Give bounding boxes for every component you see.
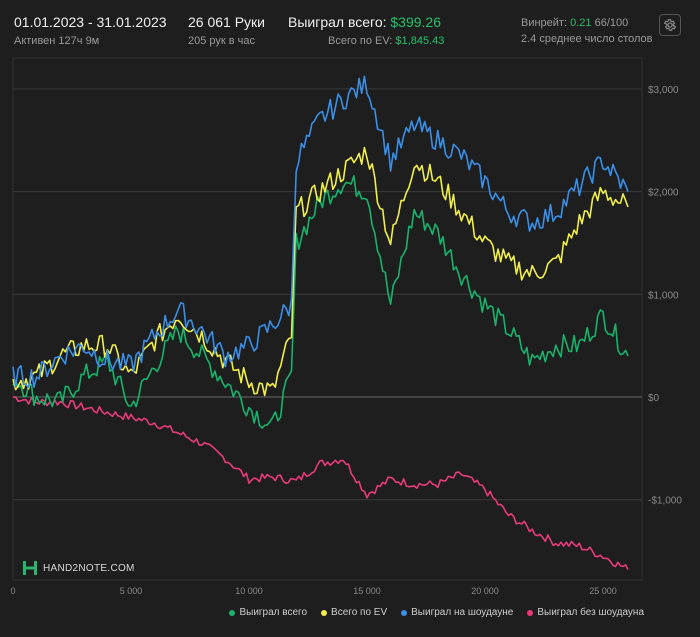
legend-item-ev[interactable]: Всего по EV — [321, 607, 387, 618]
x-tick-label: 20 000 — [471, 586, 499, 596]
legend-label-total: Выиграл всего — [239, 607, 308, 618]
hand2note-logo-icon — [23, 561, 37, 575]
brand-name: HAND2NOTE.COM — [43, 562, 135, 574]
legend-dot-total — [229, 609, 236, 616]
won-total: Выиграл всего: $399.26 — [288, 14, 441, 30]
x-tick-label: 0 — [10, 586, 15, 596]
won-total-value: $399.26 — [390, 14, 441, 30]
y-tick-label: $0 — [648, 393, 660, 404]
ev-total-label: Всего по EV: — [328, 35, 393, 47]
plot-frame — [12, 57, 643, 581]
legend-item-total[interactable]: Выиграл всего — [229, 607, 307, 618]
won-total-label: Выиграл всего: — [288, 14, 387, 30]
y-tick-label: $3,000 — [648, 85, 679, 96]
legend-label-ev: Всего по EV — [331, 607, 388, 618]
x-tick-label: 5 000 — [120, 586, 143, 596]
series-line-nonshowdown — [13, 396, 629, 570]
y-tick-label: -$1,000 — [648, 496, 682, 507]
avg-tables: 2.4 среднее число столов — [521, 33, 653, 45]
active-time: Активен 127ч 9м — [14, 35, 100, 47]
winrate-label: Винрейт: — [521, 17, 568, 29]
date-range[interactable]: 01.01.2023 - 31.01.2023 — [14, 14, 167, 30]
y-tick-label: $2,000 — [648, 188, 679, 199]
x-tick-label: 10 000 — [235, 586, 263, 596]
settings-button[interactable] — [659, 14, 681, 36]
legend-dot-nonshowdown — [527, 609, 534, 616]
series-line-ev — [12, 146, 629, 397]
x-tick-label: 15 000 — [353, 586, 381, 596]
legend-label-nonshowdown: Выиграл без шоудауна — [537, 607, 644, 618]
legend-label-showdown: Выиграл на шоудауне — [411, 607, 514, 618]
brand-logo: HAND2NOTE.COM — [22, 560, 135, 576]
legend-dot-ev — [321, 609, 328, 616]
legend-item-showdown[interactable]: Выиграл на шоудауне — [401, 607, 513, 618]
ev-total-value: $1,845.43 — [395, 35, 445, 47]
hands-per-hour: 205 рук в час — [188, 35, 256, 47]
series-line-showdown — [12, 75, 629, 389]
x-tick-label: 25 000 — [589, 586, 617, 596]
y-tick-label: $1,000 — [648, 290, 679, 301]
legend-dot-showdown — [401, 609, 408, 616]
legend-item-nonshowdown[interactable]: Выиграл без шоудауна — [527, 607, 644, 618]
hands-count: 26 061 Руки — [188, 14, 265, 30]
winrate-rest: 66/100 — [594, 17, 629, 29]
chart-legend: Выиграл всего Всего по EV Выиграл на шоу… — [229, 607, 644, 618]
series-line-total — [12, 175, 629, 429]
winrate-value: 0.21 — [570, 17, 592, 29]
winrate: Винрейт: 0.21 66/100 — [521, 17, 628, 29]
ev-total: Всего по EV: $1,845.43 — [328, 35, 444, 47]
gear-icon — [663, 19, 677, 31]
